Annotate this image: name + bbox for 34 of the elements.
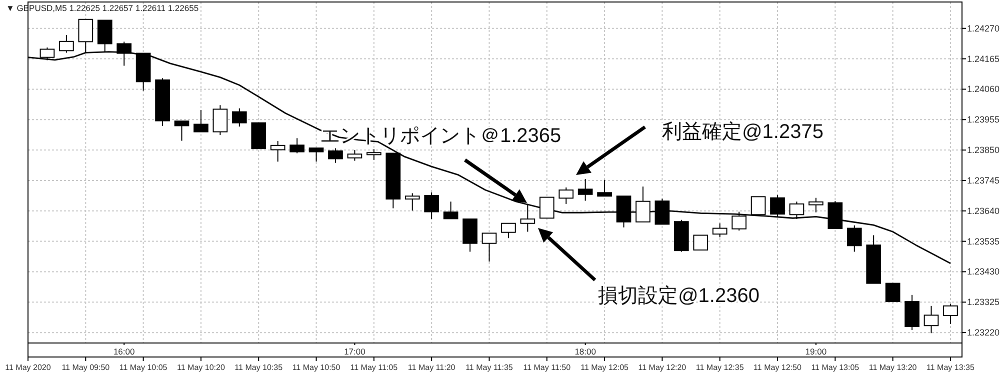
y-tick-label: 1.23745 [967,175,1000,186]
x-tick-label: 11 May 12:50 [754,363,802,372]
x-tick-label: 11 May 09:50 [62,363,110,372]
x-tick-label: 11 May 11:50 [523,363,572,372]
y-tick-label: 1.23325 [967,297,1000,308]
y-tick-label: 1.23955 [967,114,1000,125]
x-tick-label: 11 May 11:20 [408,363,456,372]
x-tick-label: 11 May 12:35 [696,363,744,372]
x-tick-label: 11 May 11:35 [466,363,514,372]
annotation: 損切設定@1.2360 [598,285,760,307]
y-tick-label: 1.23850 [967,145,1000,156]
x2-tick-label: 16:00 [113,346,135,356]
x-tick-label: 11 May 10:35 [234,363,284,372]
x2-tick-label: 17:00 [344,346,366,356]
y-tick-label: 1.24060 [967,84,1000,94]
x-tick-label: 11 May 12:20 [638,363,687,372]
x-tick-label: 11 May 2020 [5,363,52,372]
y-tick-label: 1.23535 [967,236,1000,246]
y-tick-label: 1.24165 [967,54,1000,64]
x-tick-label: 11 May 12:05 [580,363,630,372]
y-tick-label: 1.24270 [967,23,1000,34]
annotation: 利益確定@1.2375 [662,121,824,143]
x-tick-label: 11 May 10:20 [177,363,226,372]
x2-tick-label: 18:00 [574,346,596,356]
y-tick-label: 1.23430 [967,266,1000,277]
x-tick-label: 11 May 13:05 [811,363,860,372]
x-tick-label: 11 May 10:50 [292,363,341,372]
x-tick-label: 11 May 11:05 [350,363,398,372]
y-tick-label: 1.23640 [967,206,1000,216]
y-tick-label: 1.23220 [967,328,1000,338]
x-tick-label: 11 May 10:05 [119,363,168,372]
x-tick-label: 11 May 13:20 [868,363,918,372]
x-tick-label: 11 May 13:35 [926,363,975,372]
x2-tick-label: 19:00 [805,346,827,356]
